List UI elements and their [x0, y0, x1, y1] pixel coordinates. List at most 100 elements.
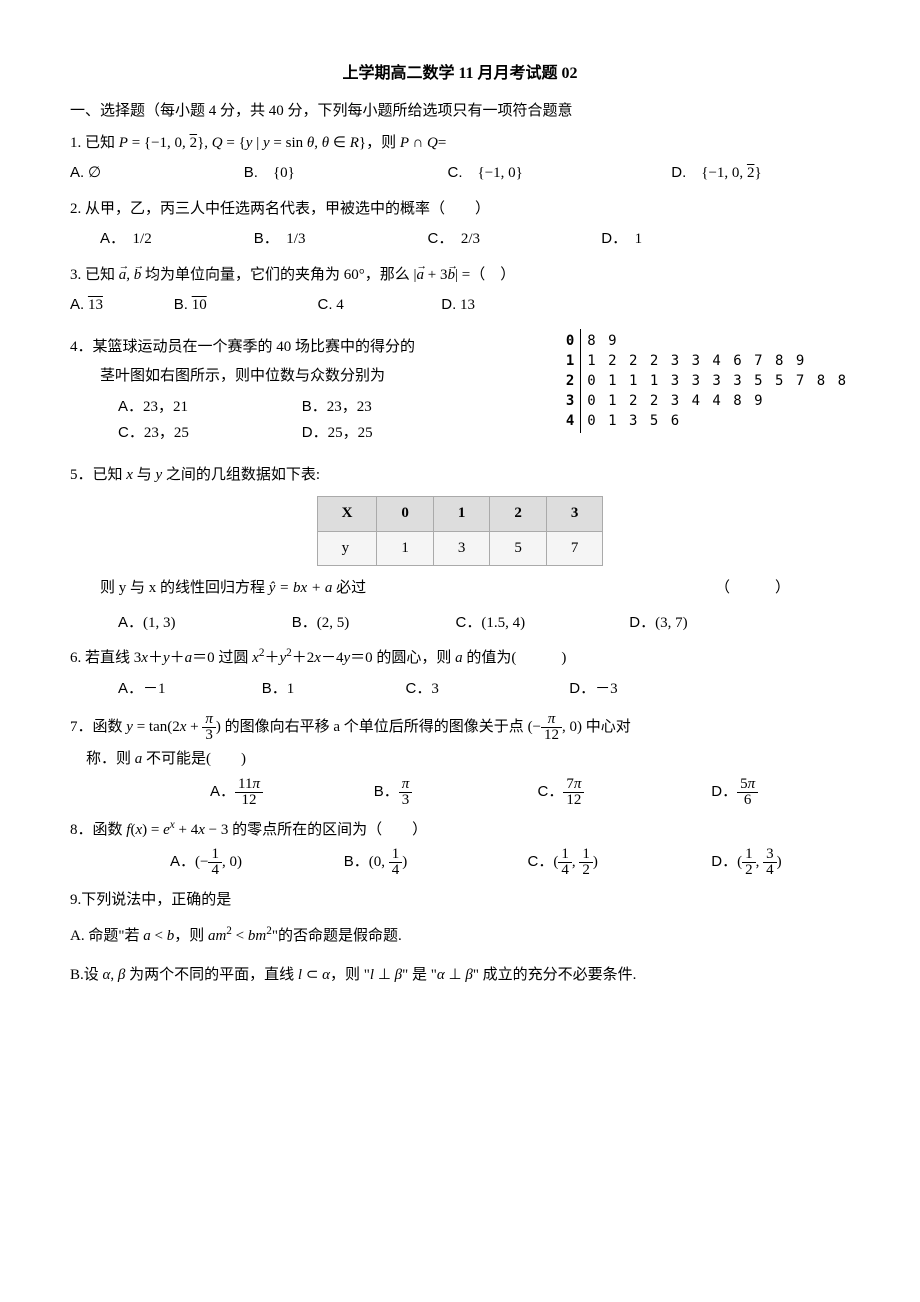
q8-optC: (14, 12): [553, 854, 598, 870]
section-1-heading: 一、选择题（每小题 4 分，共 40 分，下列每小题所给选项只有一项符合题意: [70, 99, 850, 125]
q3-end: =（ ）: [462, 267, 515, 283]
q5-data-table: X 0 1 2 3 y 1 3 5 7: [317, 496, 604, 566]
q4-text1: 某篮球运动员在一个赛季的 40 场比赛中的得分的: [93, 339, 416, 355]
q6-optD: －3: [595, 681, 618, 697]
opt-label-b: B．: [292, 614, 317, 631]
q9-text: 下列说法中，正确的是: [81, 892, 231, 908]
q2-optD: 1: [635, 231, 643, 247]
q3-options: A. 13 B. 10 C. 4 D. 13: [70, 292, 850, 319]
q4-optA: 23，21: [143, 399, 188, 415]
stem-2: 2: [566, 371, 574, 391]
opt-label-a: A．: [118, 398, 143, 415]
q4-optC: 23，25: [144, 425, 189, 441]
stem-4: 4: [566, 411, 574, 431]
opt-label-b: B.: [174, 296, 188, 313]
opt-label-c: C．: [428, 230, 446, 247]
opt-label-c: C．: [538, 783, 564, 800]
q3-optC: 4: [336, 297, 344, 313]
q7-optC: 7π12: [563, 777, 584, 808]
q9-stmt-A: A. 命题"若 a < b，则 am2 < bm2"的否命题是假命题.: [70, 924, 850, 950]
opt-label-d: D．: [711, 853, 737, 870]
q5-optB: (2, 5): [317, 615, 350, 631]
q5-optA: (1, 3): [143, 615, 176, 631]
stem-0: 0: [566, 331, 574, 351]
question-7: 7．函数 y = tan(2x + π3) 的图像向右平移 a 个单位后所得的图…: [70, 712, 850, 743]
opt-label-c: C．: [528, 853, 554, 870]
q1-optB: {0}: [273, 165, 295, 181]
th-2: 2: [490, 497, 547, 532]
q1-text2: ，则: [366, 135, 400, 151]
q7-options: A．11π12 B．π3 C．7π12 D．5π6: [70, 777, 850, 808]
q5-text2b: 必过: [332, 580, 366, 596]
q1-pq: P ∩ Q: [400, 135, 438, 151]
q1-optD: {−1, 0, 2}: [701, 165, 761, 181]
opt-label-d: D．: [569, 680, 595, 697]
q8-num: 8．: [70, 822, 93, 838]
stem-leaf-plot: 0 1 2 3 4 8 9 1 2 2 2 3 3 4 6 7 8 9 0 1 …: [564, 329, 850, 433]
question-4: 4．某篮球运动员在一个赛季的 40 场比赛中的得分的: [70, 335, 554, 361]
th-0: 0: [377, 497, 434, 532]
leaf-1: 1 2 2 2 3 3 4 6 7 8 9: [587, 351, 848, 371]
q4-num: 4．: [70, 339, 93, 355]
opt-label-b: B．: [262, 680, 287, 697]
opt-label-c: C.: [448, 164, 463, 181]
q4-optB: 23，23: [327, 399, 372, 415]
question-6: 6. 若直线 3x＋y＋a＝0 过圆 x2＋y2＋2x－4y＝0 的圆心，则 a…: [70, 646, 850, 672]
q4-text2: 茎叶图如右图所示，则中位数与众数分别为: [70, 364, 554, 390]
q3-num: 3.: [70, 267, 81, 283]
q8-text: 函数 f(x) = ex + 4x − 3 的零点所在的区间为（ ）: [93, 822, 428, 838]
q3-text: 已知: [81, 267, 115, 283]
q6-num: 6.: [70, 650, 81, 666]
opt-label-a: A．: [210, 783, 235, 800]
q6-optA: －1: [143, 681, 166, 697]
opt-label-d: D．: [601, 230, 619, 247]
q2-num: 2.: [70, 201, 81, 217]
q7-optD: 5π6: [737, 777, 758, 808]
opt-label-c: C．: [406, 680, 432, 697]
q1-optA: ∅: [88, 165, 101, 181]
td-7: 7: [546, 531, 603, 566]
q9-stmt-B: B.设 α, β 为两个不同的平面，直线 l ⊂ α，则 "l ⊥ β" 是 "…: [70, 963, 850, 989]
q2-optB: 1/3: [286, 231, 305, 247]
opt-label-a: A．: [170, 853, 195, 870]
q5-options: A．(1, 3) B．(2, 5) C．(1.5, 4) D．(3, 7): [70, 606, 850, 637]
q4-options: A．23，21 B．23，23 C．23，25 D．25，25: [70, 394, 554, 447]
opt-label-a: A．: [100, 230, 118, 247]
q1-num: 1.: [70, 135, 81, 151]
opt-label-b: B．: [344, 853, 369, 870]
question-1: 1. 已知 P = {−1, 0, 2}, Q = {y | y = sin θ…: [70, 131, 850, 157]
q1-options: A. ∅ B. {0} C. {−1, 0} D. {−1, 0, 2}: [70, 160, 850, 187]
q6-options: A．－1 B．1 C．3 D．－3: [70, 676, 850, 703]
q5-text2: 则 y 与 x 的线性回归方程 ŷ = bx + a 必过 （ ）: [70, 576, 850, 602]
opt-label-b: B.: [244, 164, 258, 181]
td-3: 3: [433, 531, 490, 566]
question-2: 2. 从甲，乙，丙三人中任选两名代表，甲被选中的概率（ ）: [70, 197, 850, 223]
opt-label-c: C.: [318, 296, 333, 313]
q5-blank: （ ）: [715, 576, 790, 602]
q3-optA: 13: [88, 297, 103, 313]
q7-text-a: 函数: [93, 719, 127, 735]
q3-optB: 10: [192, 297, 207, 313]
q1-optC: {−1, 0}: [478, 165, 523, 181]
opt-label-a: A．: [118, 614, 143, 631]
q7-optB: π3: [399, 777, 413, 808]
question-3: 3. 已知 a, b 均为单位向量，它们的夹角为 60°，那么 |a + 3b|…: [70, 263, 850, 289]
opt-label-d: D．: [302, 424, 328, 441]
q1-expr: P: [119, 135, 128, 151]
opt-label-d: D．: [711, 783, 737, 800]
q8-options: A．(−14, 0) B．(0, 14) C．(14, 12) D．(12, 3…: [70, 847, 850, 878]
q7-text2: 称．则 a 不可能是( ): [70, 747, 850, 773]
opt-label-b: B．: [302, 398, 327, 415]
th-1: 1: [433, 497, 490, 532]
q2-text: 从甲，乙，丙三人中任选两名代表，甲被选中的概率（ ）: [81, 201, 490, 217]
question-8: 8．函数 f(x) = ex + 4x − 3 的零点所在的区间为（ ）: [70, 818, 850, 844]
opt-label-d: D.: [671, 164, 686, 181]
td-y: y: [317, 531, 377, 566]
leaf-3: 0 1 2 2 3 4 4 8 9: [587, 391, 848, 411]
question-5: 5．已知 x 与 y 之间的几组数据如下表:: [70, 463, 850, 489]
q4-optD: 25，25: [328, 425, 373, 441]
exam-title: 上学期高二数学 11 月月考试题 02: [70, 60, 850, 87]
q8-optB: (0, 14): [369, 854, 408, 870]
q7-num: 7．: [70, 719, 93, 735]
q8-optD: (12, 34): [737, 854, 782, 870]
